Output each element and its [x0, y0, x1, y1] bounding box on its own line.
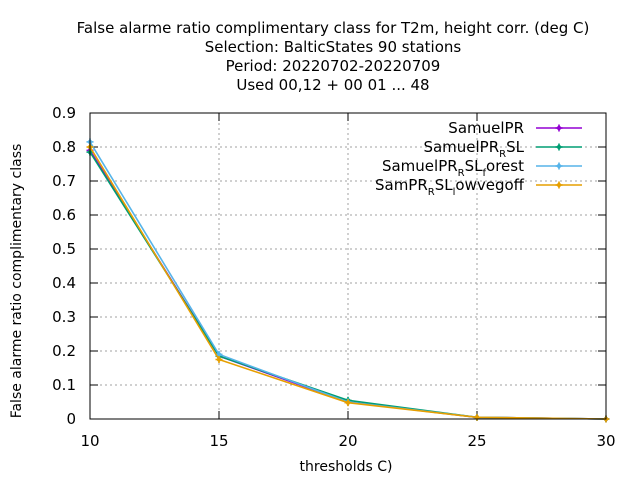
x-tick-label: 15 [209, 432, 228, 450]
y-tick-label: 0.4 [52, 274, 76, 292]
x-tick-label: 25 [467, 432, 486, 450]
legend-item-2: SamuelPRRSLforest [382, 157, 582, 179]
point-mark [345, 400, 351, 405]
title-line-1: False alarme ratio complimentary class f… [77, 19, 590, 37]
legend-label-part: l [453, 187, 456, 198]
point-mark [216, 352, 222, 357]
y-tick-label: 0.7 [52, 172, 76, 190]
data-point-s3-2 [344, 399, 352, 407]
axis-ticks: 0 0.1 0.2 0.3 0.4 0.5 0.6 0.7 0.8 0.9 10 15 20 25 30 [52, 104, 615, 450]
point-mark [474, 415, 480, 420]
x-tick-label: 10 [80, 432, 99, 450]
x-axis-label: thresholds C) [300, 459, 393, 475]
legend-swatch-mark [556, 182, 562, 188]
y-tick-label: 0.8 [52, 138, 76, 156]
legend-label-part: SamPR [375, 176, 428, 194]
legend: SamuelPRSamuelPRRSLSamuelPRRSLforestSamP… [375, 119, 582, 198]
legend-swatch-mark [556, 125, 562, 131]
y-tick-label: 0.6 [52, 206, 76, 224]
y-tick-label: 0.9 [52, 104, 76, 122]
title-line-4: Used 00,12 + 00 01 ... 48 [236, 76, 429, 94]
y-tick-label: 0.5 [52, 240, 76, 258]
legend-label-part: owvegoff [455, 176, 524, 194]
data-point-s3-1 [215, 356, 223, 363]
legend-label: SamuelPRRSL [423, 138, 524, 160]
legend-label-part: SL [465, 157, 484, 175]
legend-label-part: SL [435, 176, 454, 194]
chart-title: False alarme ratio complimentary class f… [77, 19, 590, 94]
legend-label-part: R [458, 168, 465, 179]
legend-swatch-mark [556, 163, 562, 169]
data-point-s3-3 [473, 413, 481, 421]
legend-label-part: f [483, 168, 487, 179]
legend-label: SamuelPRRSLforest [382, 157, 524, 179]
y-tick-label: 0.1 [52, 376, 76, 394]
legend-item-0: SamuelPR [448, 119, 582, 137]
y-tick-label: 0.2 [52, 342, 76, 360]
point-mark [216, 357, 222, 362]
legend-label-part: R [499, 149, 506, 160]
legend-label-part: SamuelPR [382, 157, 458, 175]
series-lines [86, 138, 610, 423]
legend-label-part: R [428, 187, 435, 198]
y-tick-label: 0 [66, 410, 76, 428]
plot-frame [89, 112, 607, 420]
title-line-3: Period: 20220702-20220709 [226, 57, 441, 75]
x-tick-label: 20 [338, 432, 357, 450]
legend-label-part: SamuelPR [448, 119, 524, 137]
legend-label: SamPRRSLlowvegoff [375, 176, 525, 198]
title-line-2: Selection: BalticStates 90 stations [205, 38, 462, 56]
legend-label-part: orest [486, 157, 524, 175]
legend-swatch-mark [556, 144, 562, 150]
grid [90, 113, 606, 419]
legend-item-1: SamuelPRRSL [423, 138, 582, 160]
y-axis-label: False alarme ratio complimentary class [9, 144, 25, 419]
y-tick-label: 0.3 [52, 308, 76, 326]
legend-label-part: SL [506, 138, 525, 156]
x-tick-label: 30 [596, 432, 615, 450]
legend-label-part: SamuelPR [423, 138, 499, 156]
legend-item-3: SamPRRSLlowvegoff [375, 176, 582, 198]
legend-label: SamuelPR [448, 119, 524, 137]
